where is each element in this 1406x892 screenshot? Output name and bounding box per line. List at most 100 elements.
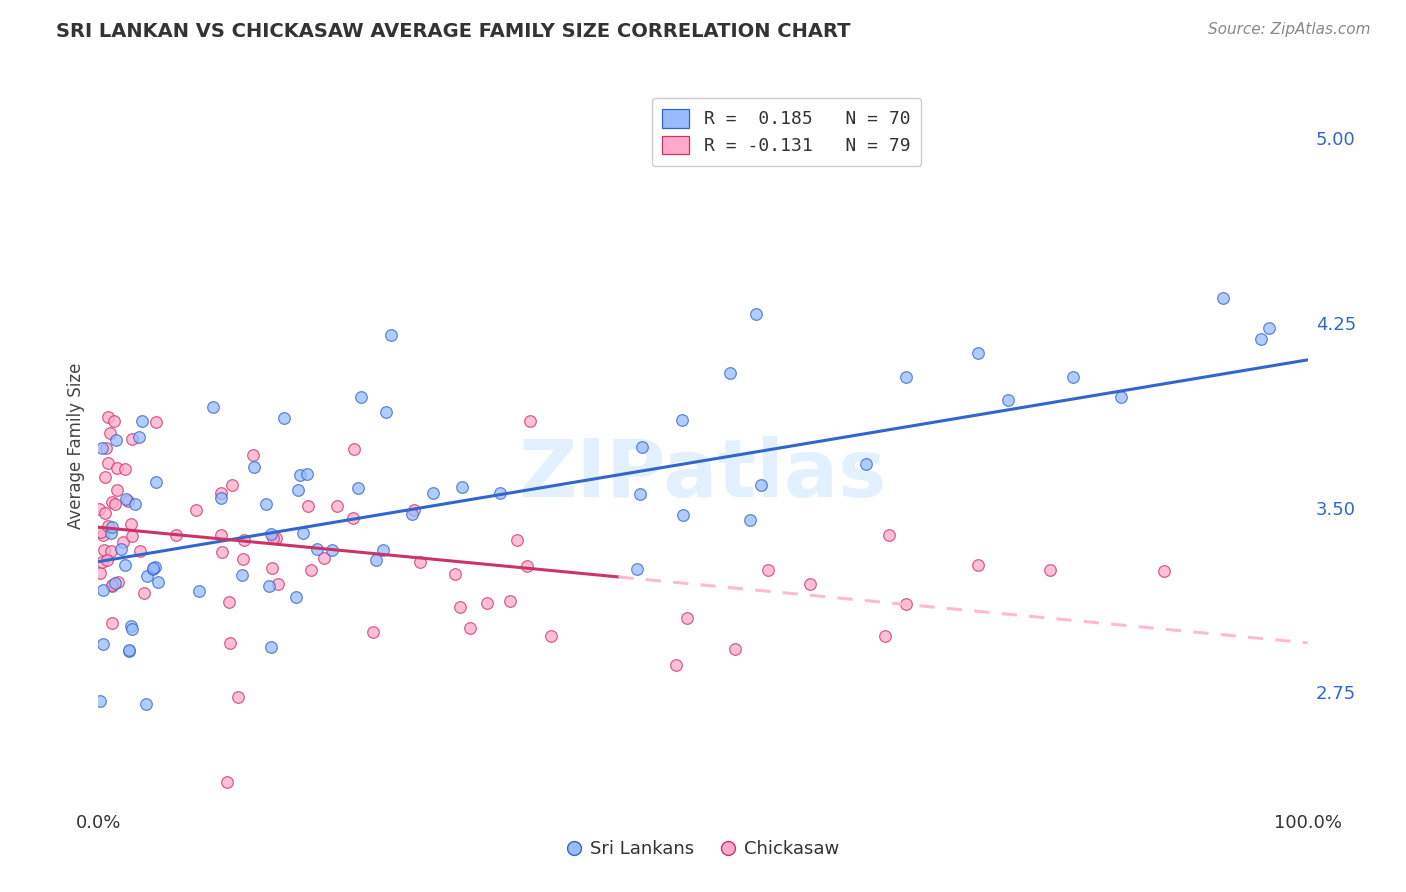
Point [94,506,117,520]
Point [259,579,281,593]
Point [260,640,283,654]
Point [146,574,169,589]
Point [110,542,132,557]
Point [100,526,122,541]
Point [243,460,266,475]
Point [422,486,444,500]
Point [894,369,917,384]
Legend: Sri Lankans, Chickasaw: Sri Lankans, Chickasaw [560,833,846,865]
Point [165,528,187,542]
Point [142,562,165,576]
Point [89,566,111,581]
Point [254,497,277,511]
Point [740,512,762,526]
Point [242,448,264,462]
Point [131,413,153,427]
Point [879,528,901,542]
Point [1258,320,1281,334]
Point [540,630,562,644]
Point [118,643,141,657]
Point [101,578,124,592]
Point [218,595,240,609]
Point [111,534,134,549]
Point [142,561,165,575]
Point [132,586,155,600]
Point [215,775,238,789]
Point [516,559,538,574]
Point [96,553,118,567]
Point [97,518,120,533]
Point [475,596,498,610]
Point [120,517,142,532]
Point [104,575,127,590]
Point [267,577,290,591]
Text: ZIPatlas: ZIPatlas [519,435,887,514]
Point [101,519,124,533]
Point [630,441,652,455]
Point [444,567,467,582]
Point [724,641,747,656]
Point [301,563,323,577]
Point [361,625,384,640]
Point [489,486,512,500]
Point [135,697,157,711]
Point [671,412,693,426]
Point [342,510,364,524]
Point [91,441,114,455]
Point [231,567,253,582]
Point [967,558,990,573]
Point [374,404,396,418]
Point [202,401,225,415]
Point [626,562,648,576]
Point [799,577,821,591]
Point [219,636,242,650]
Point [506,533,529,548]
Point [312,551,335,566]
Point [89,501,111,516]
Point [449,600,471,615]
Point [380,327,402,342]
Point [260,526,283,541]
Point [105,483,128,498]
Point [209,491,232,505]
Point [121,622,143,636]
Point [97,410,120,425]
Point [90,524,112,539]
Point [120,619,142,633]
Point [1212,291,1234,305]
Point [371,543,394,558]
Point [121,432,143,446]
Point [751,478,773,492]
Point [401,507,423,521]
Point [145,415,167,429]
Point [665,657,688,672]
Point [366,553,388,567]
Point [450,480,472,494]
Point [499,594,522,608]
Point [145,475,167,489]
Point [745,307,768,321]
Point [117,642,139,657]
Point [1153,565,1175,579]
Point [287,483,309,497]
Point [103,414,125,428]
Point [226,690,249,704]
Point [211,545,233,559]
Point [628,487,651,501]
Point [89,694,111,708]
Point [519,414,541,428]
Point [297,467,319,481]
Point [1250,332,1272,346]
Point [343,442,366,456]
Point [101,579,124,593]
Point [1039,563,1062,577]
Point [143,560,166,574]
Point [91,582,114,597]
Point [104,434,127,448]
Point [94,442,117,456]
Point [676,611,699,625]
Point [408,555,430,569]
Point [325,499,347,513]
Point [1109,390,1132,404]
Text: SRI LANKAN VS CHICKASAW AVERAGE FAMILY SIZE CORRELATION CHART: SRI LANKAN VS CHICKASAW AVERAGE FAMILY S… [56,22,851,41]
